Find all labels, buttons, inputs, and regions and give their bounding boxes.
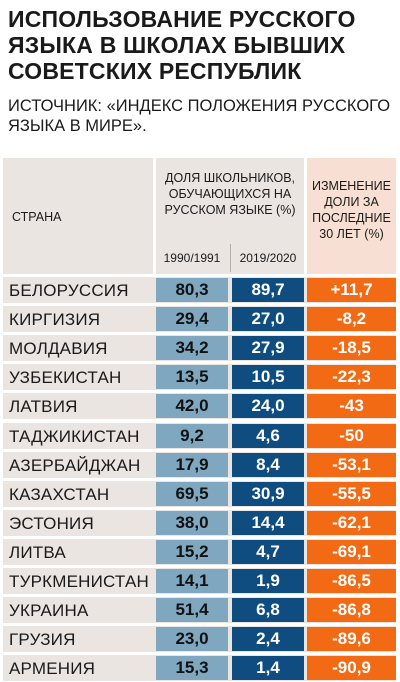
value-2019: 6,8 xyxy=(232,598,304,622)
country-name: Азербайджан xyxy=(9,456,141,475)
column-header-share: Доля школьников, обучающихся на русском … xyxy=(164,171,296,217)
country-name: Узбекистан xyxy=(9,368,122,387)
header-divider xyxy=(230,244,231,272)
value-2019: 10,5 xyxy=(232,365,304,389)
value-change: -86,8 xyxy=(307,598,396,622)
value-change: -62,1 xyxy=(307,511,396,535)
table-row: Эстония 38,0 14,4 -62,1 xyxy=(0,510,400,536)
country-name: Туркменистан xyxy=(9,572,149,591)
value-2019: 2,4 xyxy=(232,627,304,651)
header-country-cell xyxy=(3,158,153,274)
value-change: -86,5 xyxy=(307,569,396,593)
table-row: Грузия 23,0 2,4 -89,6 xyxy=(0,626,400,652)
value-1990: 69,5 xyxy=(156,482,228,506)
value-2019: 1,4 xyxy=(232,656,304,680)
value-1990: 42,0 xyxy=(156,394,228,418)
value-1990: 15,2 xyxy=(156,540,228,564)
country-name: Киргизия xyxy=(9,310,101,329)
country-name: Литва xyxy=(9,543,66,562)
value-2019: 1,9 xyxy=(232,569,304,593)
value-1990: 9,2 xyxy=(156,424,228,448)
value-change: -22,3 xyxy=(307,365,396,389)
country-name: Казахстан xyxy=(9,485,110,504)
value-1990: 34,2 xyxy=(156,336,228,360)
chart-title: Использование русского языка в школах бы… xyxy=(8,6,356,84)
country-name: Украина xyxy=(9,601,89,620)
value-change: -90,9 xyxy=(307,656,396,680)
table-row: Белоруссия 80,3 89,7 +11,7 xyxy=(0,277,400,303)
value-1990: 17,9 xyxy=(156,453,228,477)
value-1990: 80,3 xyxy=(156,278,228,302)
value-2019: 24,0 xyxy=(232,394,304,418)
country-name: Латвия xyxy=(9,397,78,416)
table-row: Киргизия 29,4 27,0 -8,2 xyxy=(0,306,400,332)
table-row: Армения 15,3 1,4 -90,9 xyxy=(0,655,400,681)
value-change: -89,6 xyxy=(307,627,396,651)
country-name: Белоруссия xyxy=(9,281,129,300)
column-header-1990: 1990/1991 xyxy=(163,251,221,265)
value-2019: 4,6 xyxy=(232,424,304,448)
country-name: Армения xyxy=(9,659,96,678)
table-row: Латвия 42,0 24,0 -43 xyxy=(0,393,400,419)
value-change: -55,5 xyxy=(307,482,396,506)
value-change: -53,1 xyxy=(307,453,396,477)
value-change: -50 xyxy=(307,424,396,448)
value-change: +11,7 xyxy=(307,278,396,302)
country-name: Грузия xyxy=(9,630,76,649)
table-row: Узбекистан 13,5 10,5 -22,3 xyxy=(0,364,400,390)
chart-source: Источник: «Индекс положения русского язы… xyxy=(8,97,391,135)
value-1990: 38,0 xyxy=(156,511,228,535)
value-1990: 29,4 xyxy=(156,307,228,331)
table-row: Молдавия 34,2 27,9 -18,5 xyxy=(0,335,400,361)
value-change: -8,2 xyxy=(307,307,396,331)
column-header-2019: 2019/2020 xyxy=(239,251,297,265)
country-name: Молдавия xyxy=(9,339,108,358)
column-header-country: Страна xyxy=(12,210,62,224)
table-row: Таджикистан 9,2 4,6 -50 xyxy=(0,423,400,449)
country-name: Эстония xyxy=(9,514,94,533)
value-1990: 13,5 xyxy=(156,365,228,389)
table-row: Туркменистан 14,1 1,9 -86,5 xyxy=(0,568,400,594)
value-change: -18,5 xyxy=(307,336,396,360)
value-change: -43 xyxy=(307,394,396,418)
value-change: -69,1 xyxy=(307,540,396,564)
value-2019: 27,0 xyxy=(232,307,304,331)
value-2019: 8,4 xyxy=(232,453,304,477)
value-1990: 23,0 xyxy=(156,627,228,651)
value-2019: 14,4 xyxy=(232,511,304,535)
table-row: Литва 15,2 4,7 -69,1 xyxy=(0,539,400,565)
table-row: Украина 51,4 6,8 -86,8 xyxy=(0,597,400,623)
column-header-change: Изменение доли за последние 30 лет (%) xyxy=(312,179,391,241)
value-2019: 27,9 xyxy=(232,336,304,360)
table-row: Азербайджан 17,9 8,4 -53,1 xyxy=(0,452,400,478)
value-1990: 15,3 xyxy=(156,656,228,680)
header-change-cell xyxy=(307,158,396,274)
country-name: Таджикистан xyxy=(9,427,140,446)
value-2019: 4,7 xyxy=(232,540,304,564)
table-row: Казахстан 69,5 30,9 -55,5 xyxy=(0,481,400,507)
value-2019: 30,9 xyxy=(232,482,304,506)
value-1990: 14,1 xyxy=(156,569,228,593)
value-2019: 89,7 xyxy=(232,278,304,302)
value-1990: 51,4 xyxy=(156,598,228,622)
